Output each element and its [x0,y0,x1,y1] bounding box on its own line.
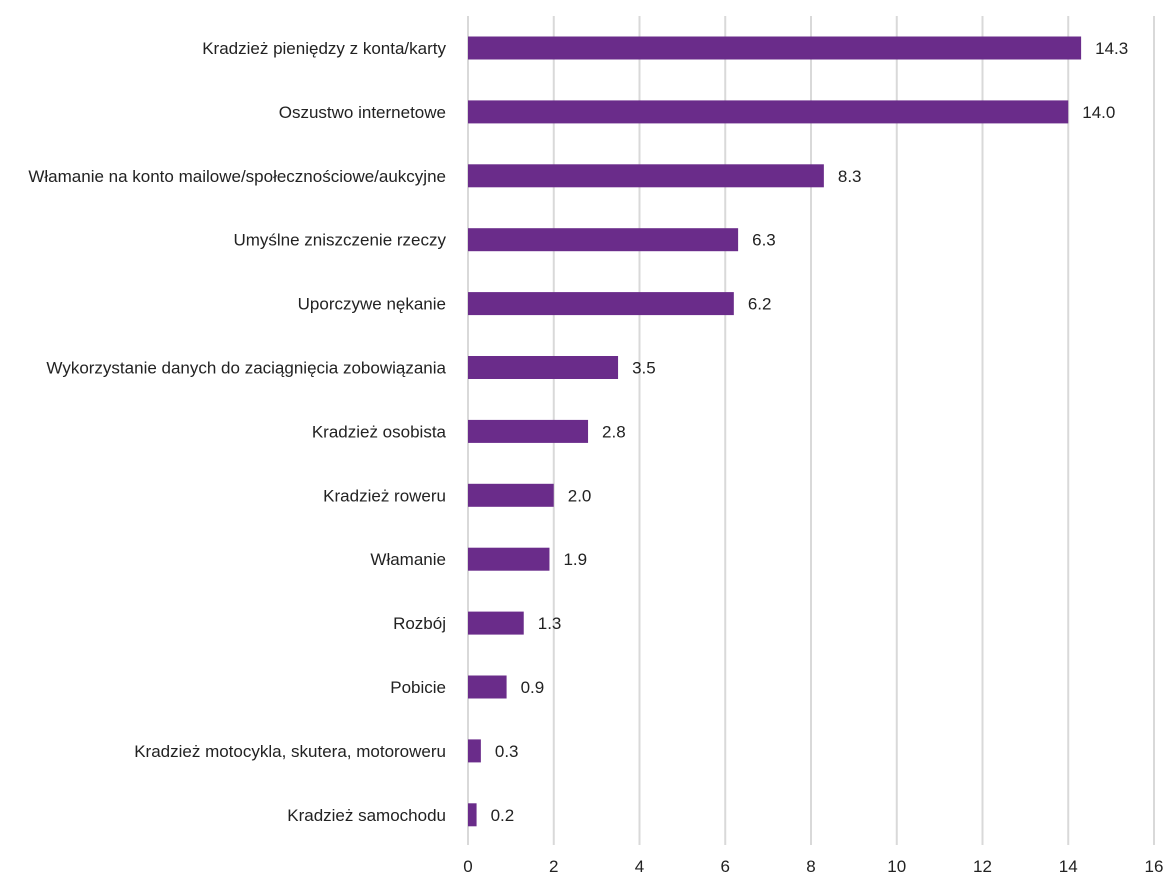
data-label: 1.9 [563,550,587,569]
bar [468,356,619,379]
category-label: Kradzież pieniędzy z konta/karty [202,39,446,58]
category-label: Kradzież motocykla, skutera, motoroweru [134,742,446,761]
bar [468,547,550,571]
bar [468,483,554,507]
category-label: Uporczywe nękanie [298,295,446,314]
x-tick-label: 14 [1059,857,1078,876]
x-tick-label: 8 [806,857,815,876]
x-tick-label: 4 [635,857,644,876]
category-label: Kradzież roweru [323,486,446,505]
data-label: 0.2 [491,806,515,825]
data-label: 2.8 [602,422,626,441]
x-tick-label: 16 [1145,857,1164,876]
data-label: 14.0 [1082,103,1115,122]
bar [468,164,824,188]
data-label: 1.3 [538,614,562,633]
x-axis-ticks: 0 2 4 6 8 10 12 14 16 [463,857,1163,876]
bar [468,100,1069,124]
category-label: Włamanie [370,550,446,569]
bar [468,292,734,316]
bar [468,803,477,827]
bar [468,739,481,763]
data-label: 0.9 [521,678,545,697]
bar [468,36,1082,60]
bar [468,611,524,635]
bars [468,36,1082,827]
x-tick-label: 10 [887,857,906,876]
data-label: 6.2 [748,295,772,314]
gridlines [467,16,1155,845]
category-label: Wykorzystanie danych do zaciągnięcia zob… [46,359,446,378]
x-tick-label: 0 [463,857,472,876]
bar [468,228,739,252]
data-label: 3.5 [632,359,656,378]
data-label: 2.0 [568,486,592,505]
category-label: Umyślne zniszczenie rzeczy [233,231,446,250]
category-labels: Kradzież pieniędzy z konta/karty Oszustwo… [28,39,446,825]
x-tick-label: 2 [549,857,558,876]
category-label: Kradzież osobista [312,422,447,441]
category-label: Pobicie [390,678,446,697]
bar [468,675,507,699]
data-label: 8.3 [838,167,862,186]
data-label: 0.3 [495,742,519,761]
x-tick-label: 6 [721,857,730,876]
bar [468,419,589,443]
category-label: Włamanie na konto mailowe/społecznościow… [28,167,446,186]
category-label: Oszustwo internetowe [279,103,446,122]
data-label: 6.3 [752,231,776,250]
x-tick-label: 12 [973,857,992,876]
category-label: Kradzież samochodu [287,806,446,825]
value-labels: 14.3 14.0 8.3 6.3 6.2 3.5 2.8 2.0 1.9 1.3 0.9 0.3 0.… [491,39,1129,825]
category-label: Rozbój [393,614,446,633]
data-label: 14.3 [1095,39,1128,58]
